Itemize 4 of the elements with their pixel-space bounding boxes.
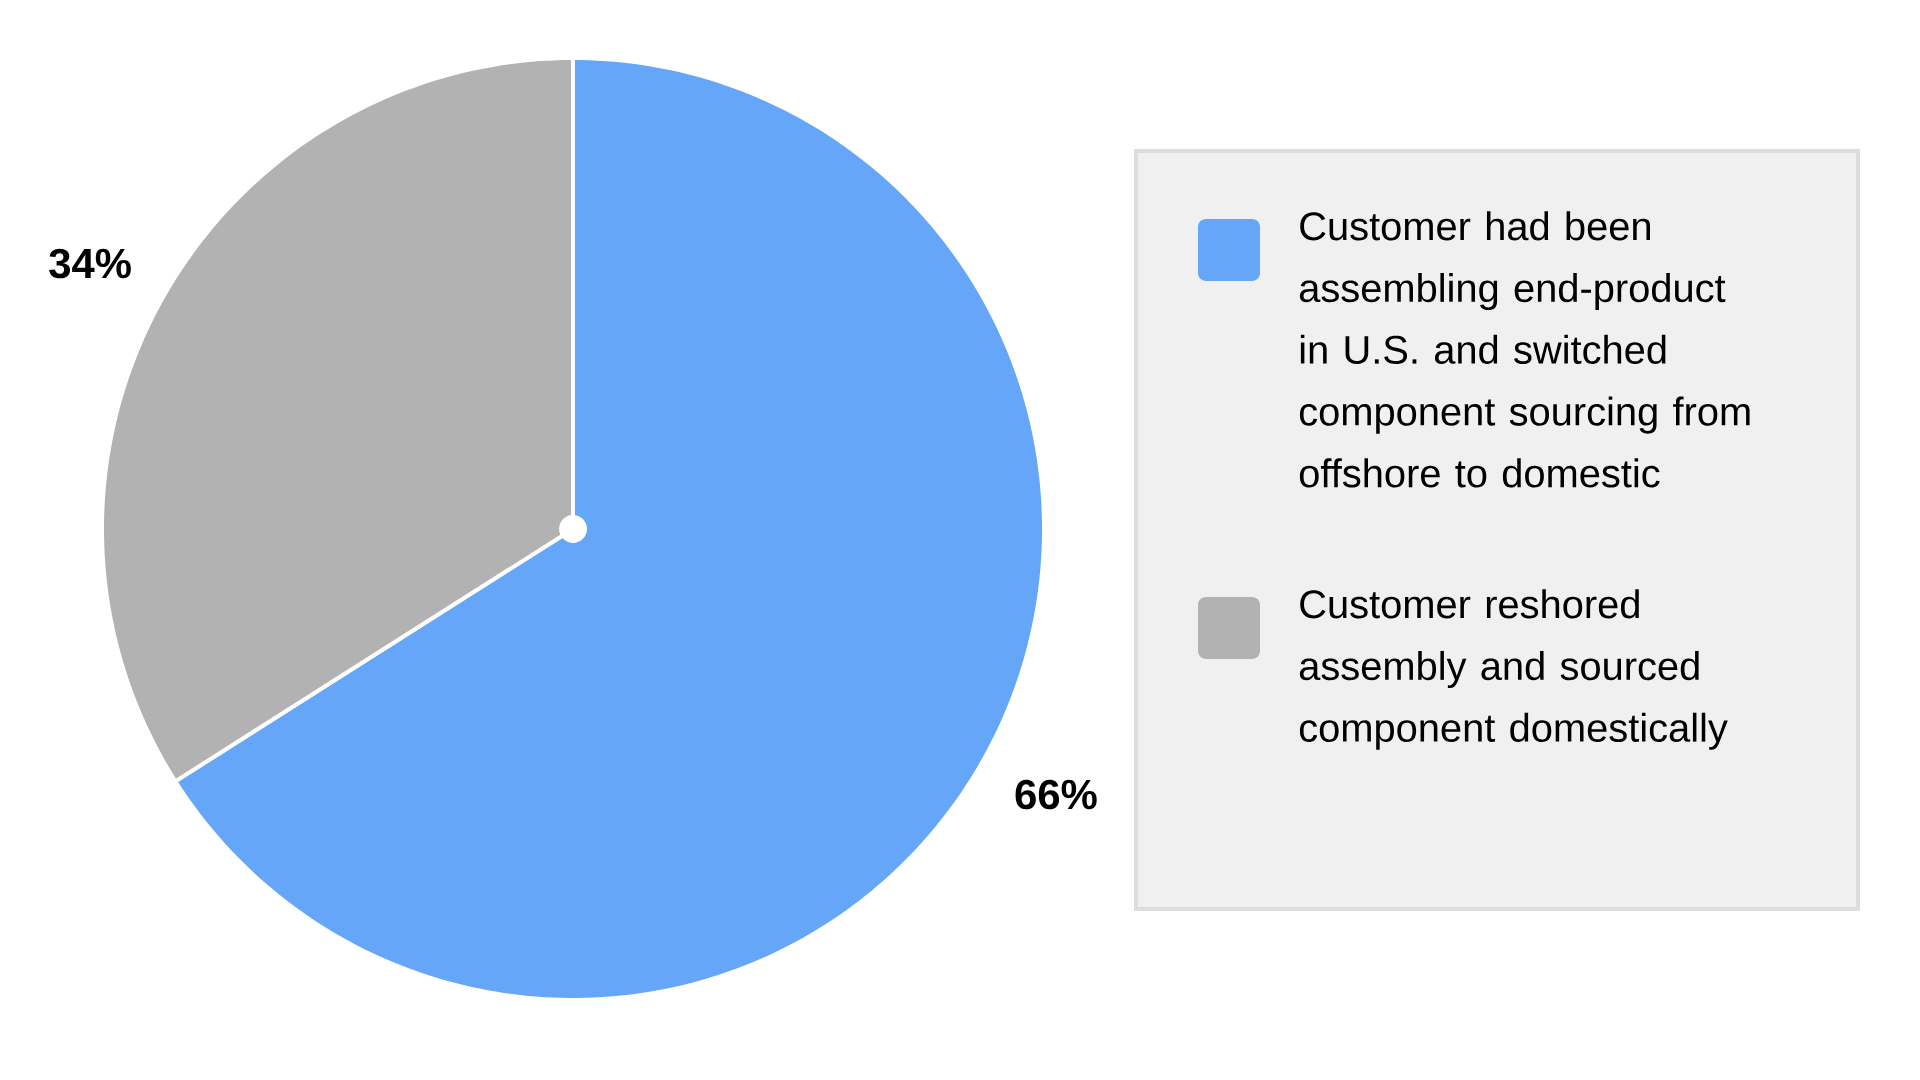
- legend-label: Customer reshored assembly and sourced component domestically: [1299, 589, 1728, 750]
- legend-label: Customer had been assembling end-product in U.S. and switched component sourcing from offshore to domestic: [1299, 211, 1750, 488]
- data-label: 34%: [49, 248, 131, 279]
- data-label: 66%: [1015, 779, 1097, 810]
